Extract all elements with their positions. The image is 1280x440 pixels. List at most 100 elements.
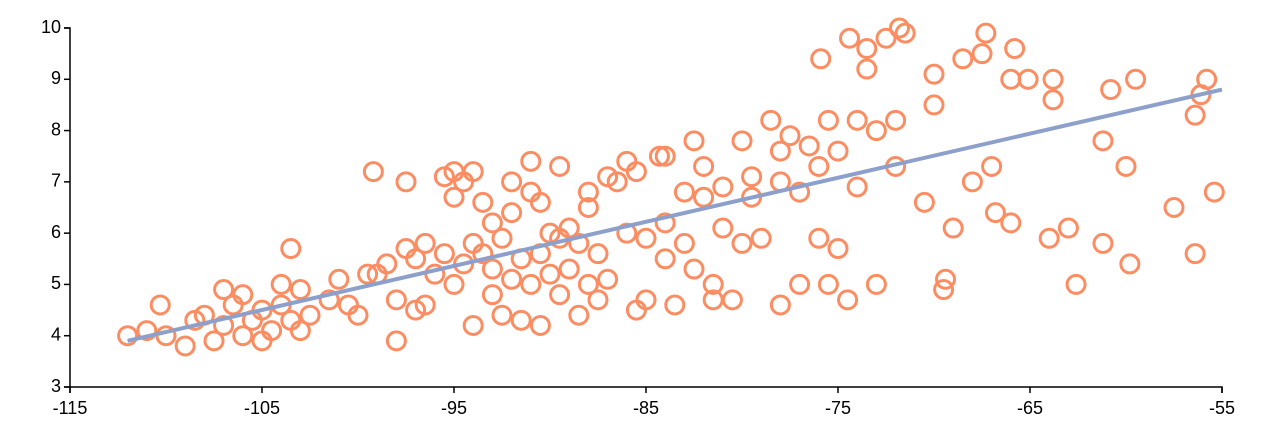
point <box>347 304 369 326</box>
point <box>501 171 523 193</box>
point <box>232 325 254 347</box>
point <box>731 130 753 152</box>
point <box>481 258 503 280</box>
point <box>817 273 839 295</box>
point <box>741 166 763 188</box>
point <box>443 273 465 295</box>
point <box>1203 181 1225 203</box>
point <box>654 145 676 167</box>
point <box>885 109 907 131</box>
point <box>683 130 705 152</box>
point <box>520 150 542 172</box>
point <box>712 176 734 198</box>
point <box>712 217 734 239</box>
x-tick-label: -75 <box>825 398 851 418</box>
point <box>750 227 772 249</box>
y-tick-label: 10 <box>41 17 61 37</box>
point <box>270 273 292 295</box>
point <box>769 294 791 316</box>
point <box>405 248 427 270</box>
point <box>558 258 580 280</box>
point <box>808 227 830 249</box>
point <box>539 263 561 285</box>
x-tick-label: -115 <box>53 398 88 418</box>
point <box>789 181 811 203</box>
point <box>760 109 782 131</box>
point <box>798 135 820 157</box>
point <box>299 304 321 326</box>
point <box>923 94 945 116</box>
point <box>1119 253 1141 275</box>
point <box>1004 38 1026 60</box>
point <box>1092 232 1114 254</box>
y-tick-label: 7 <box>51 171 61 191</box>
x-tick-label: -55 <box>1209 398 1235 418</box>
point <box>1065 273 1087 295</box>
y-tick-label: 6 <box>51 222 61 242</box>
point <box>395 171 417 193</box>
point <box>328 268 350 290</box>
point <box>280 238 302 260</box>
point <box>839 27 861 49</box>
point <box>443 186 465 208</box>
point <box>462 314 484 336</box>
point <box>975 22 997 44</box>
point <box>414 232 436 254</box>
point <box>1115 155 1137 177</box>
point <box>731 232 753 254</box>
point <box>1000 68 1022 90</box>
point <box>683 258 705 280</box>
point <box>568 232 590 254</box>
point <box>625 161 647 183</box>
y-tick-label: 4 <box>51 324 61 344</box>
point <box>385 330 407 352</box>
point <box>376 253 398 275</box>
point <box>232 284 254 306</box>
point <box>635 289 657 311</box>
point <box>587 289 609 311</box>
point <box>149 294 171 316</box>
point <box>654 248 676 270</box>
point <box>913 191 935 213</box>
point <box>1017 68 1039 90</box>
point <box>942 217 964 239</box>
point <box>888 17 910 39</box>
point <box>1038 227 1060 249</box>
point <box>654 212 676 234</box>
point <box>529 314 551 336</box>
point <box>865 273 887 295</box>
x-tick-label: -95 <box>441 398 467 418</box>
point <box>491 227 513 249</box>
point <box>827 140 849 162</box>
point <box>837 289 859 311</box>
point <box>597 268 619 290</box>
point <box>385 289 407 311</box>
point <box>808 155 830 177</box>
point <box>971 43 993 65</box>
point <box>529 191 551 213</box>
point <box>789 273 811 295</box>
point <box>984 202 1006 224</box>
x-tick-label: -65 <box>1017 398 1043 418</box>
x-tick-label: -105 <box>244 398 280 418</box>
point <box>935 268 957 290</box>
point <box>606 171 628 193</box>
point <box>635 227 657 249</box>
point <box>616 222 638 244</box>
point <box>462 161 484 183</box>
point <box>510 309 532 331</box>
point <box>817 109 839 131</box>
point <box>721 289 743 311</box>
y-axis <box>64 27 71 388</box>
point <box>856 58 878 80</box>
point <box>846 176 868 198</box>
point <box>577 181 599 203</box>
point <box>769 140 791 162</box>
point <box>433 243 455 265</box>
point <box>865 120 887 142</box>
point <box>875 27 897 49</box>
point <box>664 294 686 316</box>
point <box>203 330 225 352</box>
point <box>1184 243 1206 265</box>
